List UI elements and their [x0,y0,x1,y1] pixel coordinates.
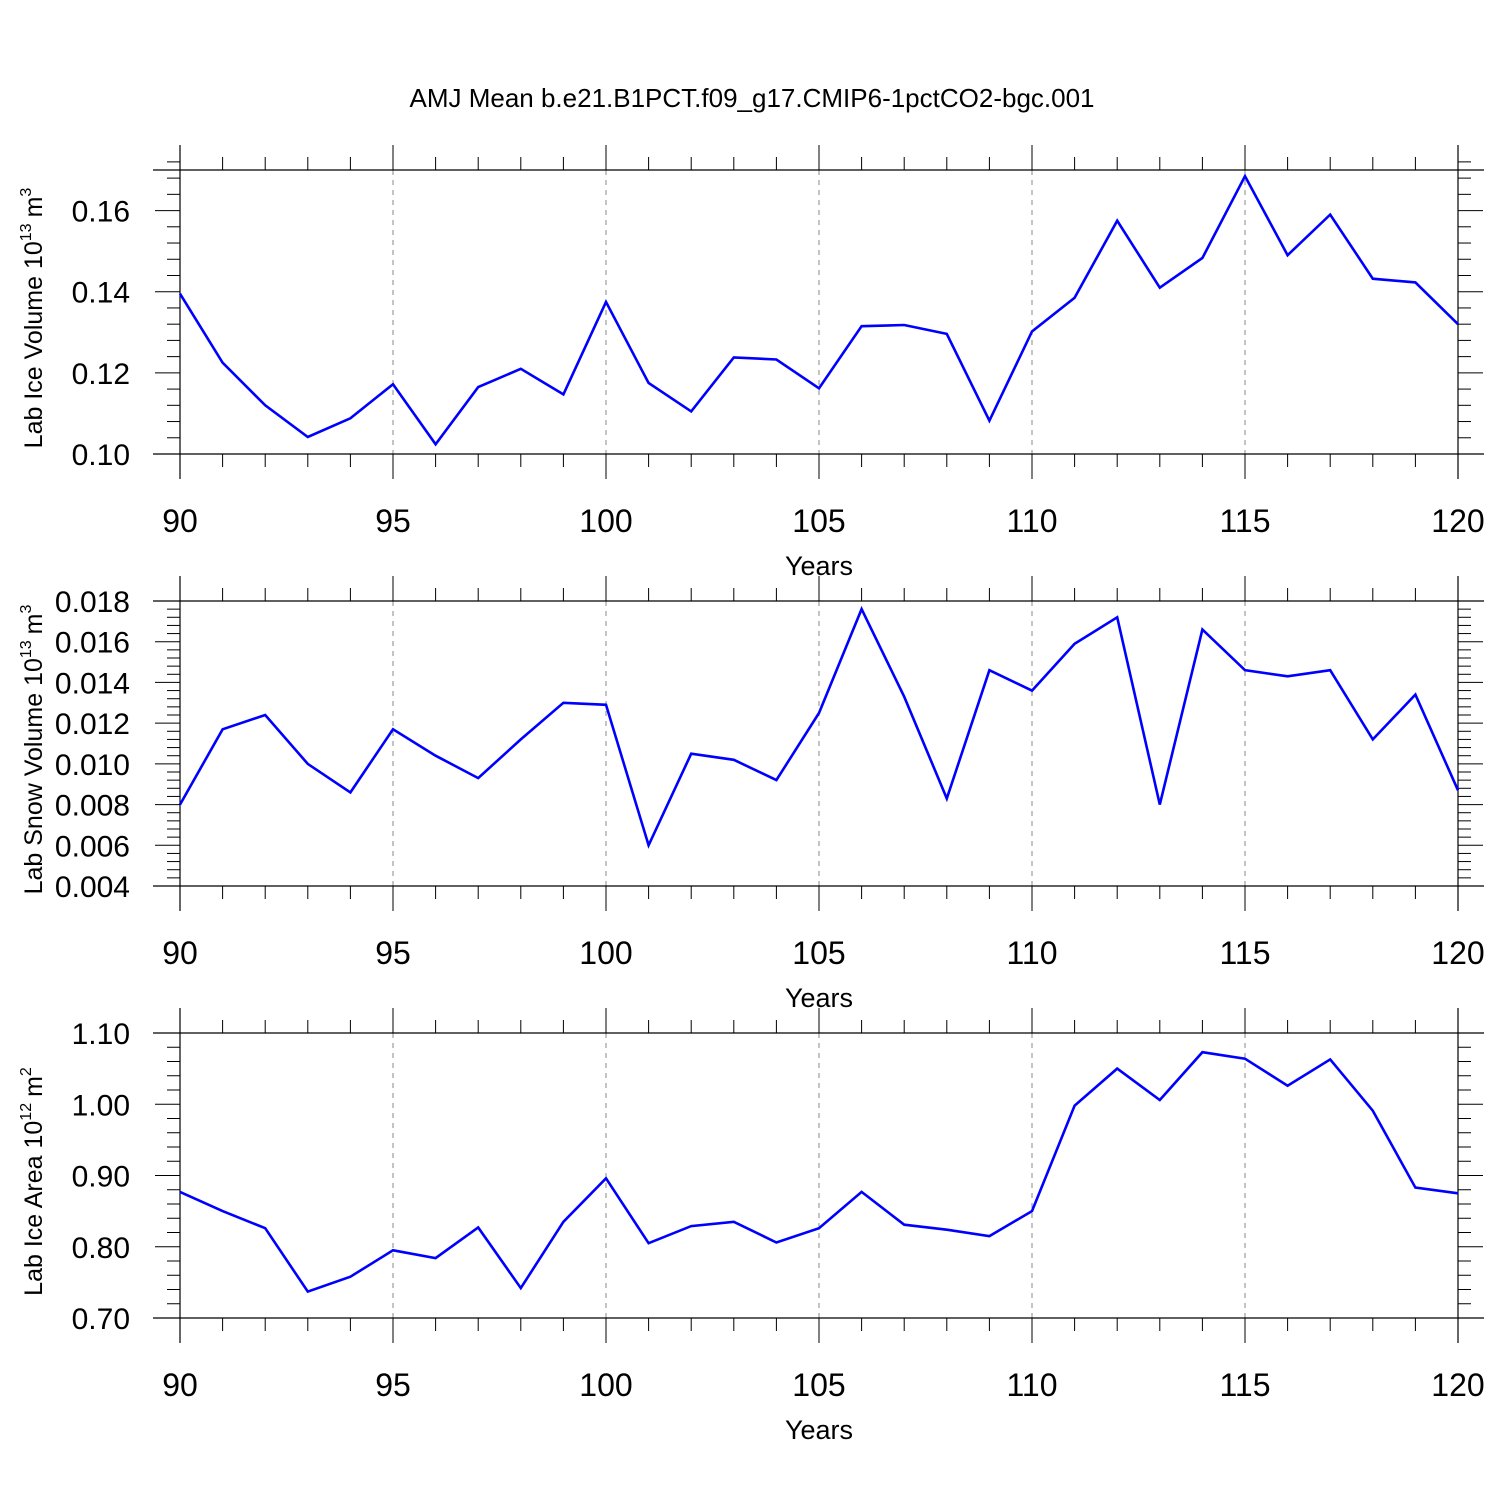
y-axis-label: Lab Ice Volume 1013 m3 [18,188,48,449]
panel-2: 90 95 100 105 110 115 120 0.004 0.006 0.008 0.010 0… [18,576,1485,1013]
y-tick-label: 0.010 [55,749,130,782]
y-tick-label: 0.008 [55,790,130,823]
panel-3: 90 95 100 105 110 115 120 0.70 0.80 0.90 1.00 1.10 Y… [18,1008,1485,1445]
y-tick-label: 0.10 [72,439,130,472]
x-tick-label: 95 [375,935,411,971]
y-tick-label: 0.70 [72,1303,130,1336]
y-tick-label: 0.14 [72,277,130,310]
y-tick-label: 0.018 [55,586,130,619]
x-axis-label: Years [785,1415,853,1445]
figure-title: AMJ Mean b.e21.B1PCT.f09_g17.CMIP6-1pctC… [409,83,1094,113]
x-tick-label: 120 [1431,503,1484,539]
x-tick-label: 90 [162,935,198,971]
x-tick-label: 95 [375,503,411,539]
y-tick-label: 1.10 [72,1018,130,1051]
y-tick-label: 0.80 [72,1232,130,1265]
y-axis-label-exponent: 13 [18,223,35,241]
y-axis-label-exponent: 12 [18,1103,35,1121]
y-axis-label-unit: m [20,197,48,218]
x-tick-label: 105 [792,935,845,971]
x-tick-label: 110 [1006,1367,1057,1403]
y-tick-label: 0.12 [72,358,130,391]
y-axis-label-unit: m [20,1076,48,1097]
x-tick-label: 100 [579,1367,632,1403]
y-tick-label: 0.004 [55,871,130,904]
x-tick-label: 110 [1006,503,1057,539]
y-tick-label: 0.012 [55,708,130,741]
x-tick-label: 115 [1219,503,1270,539]
y-axis-label-text: Lab Snow Volume 10 [20,658,48,894]
x-tick-label: 105 [792,503,845,539]
y-tick-label: 0.016 [55,627,130,660]
y-tick-label: 1.00 [72,1089,130,1122]
x-tick-label: 95 [375,1367,411,1403]
x-tick-label: 90 [162,1367,198,1403]
x-tick-label: 100 [579,503,632,539]
y-tick-label: 0.014 [55,667,130,700]
y-axis-label: Lab Snow Volume 1013 m3 [18,605,48,895]
y-tick-label: 0.16 [72,196,130,229]
y-tick-label: 0.90 [72,1161,130,1194]
x-tick-label: 120 [1431,935,1484,971]
x-tick-label: 120 [1431,1367,1484,1403]
y-axis-label-text: Lab Ice Area 10 [20,1121,48,1296]
x-tick-label: 115 [1219,1367,1270,1403]
y-axis-label-unit-exponent: 3 [18,188,35,197]
series-line [178,605,1460,849]
y-axis-label-unit-exponent: 2 [18,1067,35,1076]
y-axis-label-exponent: 13 [18,640,35,658]
y-axis-label-unit: m [20,614,48,635]
x-tick-label: 90 [162,503,198,539]
y-axis-label-unit-exponent: 3 [18,605,35,614]
y-tick-label: 0.006 [55,830,130,863]
x-tick-label: 115 [1219,935,1270,971]
series-line [178,173,1459,447]
y-axis-label-text: Lab Ice Volume 10 [20,241,48,448]
x-tick-label: 105 [792,1367,845,1403]
x-tick-label: 110 [1006,935,1057,971]
panel-1: 90 95 100 105 110 115 1200.100.120.140.16Years… [18,145,1485,581]
series-line [179,1050,1459,1294]
y-axis-label: Lab Ice Area 1012 m2 [18,1067,48,1296]
x-tick-label: 100 [579,935,632,971]
panels: 90 95 100 105 110 115 120 0.10 0.12 0.14 0.16 Years… [18,145,1485,1445]
